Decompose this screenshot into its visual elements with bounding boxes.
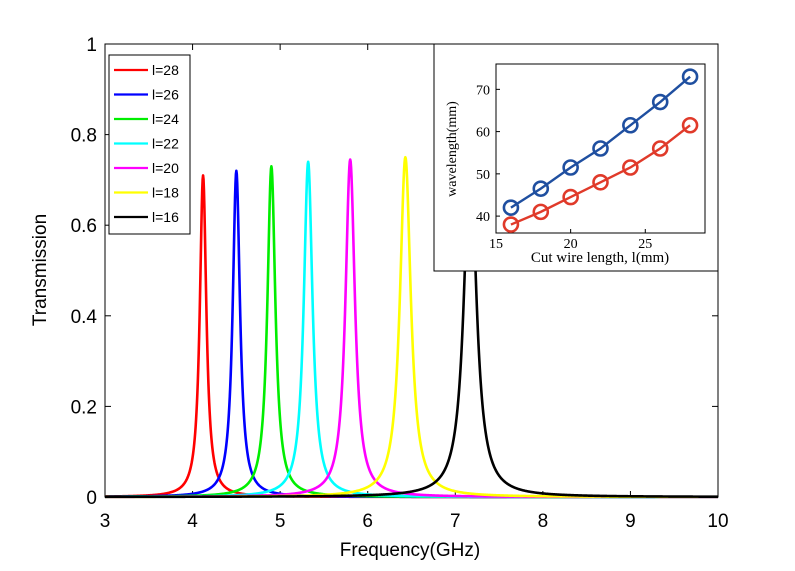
y-tick-label: 0.8 bbox=[71, 126, 97, 147]
legend-label: l=16 bbox=[152, 209, 179, 225]
x-tick-label: 8 bbox=[538, 511, 549, 532]
inset-x-tick-label: 20 bbox=[564, 237, 578, 252]
inset-marker-upper bbox=[592, 140, 609, 157]
inset-marker-upper bbox=[651, 93, 669, 111]
inset-x-axis-label: Cut wire length, l(mm) bbox=[531, 250, 669, 266]
legend: l=28 l=26 l=24 l=22 l=20 l=18 l=16 bbox=[108, 54, 191, 235]
series-line-l=16 bbox=[104, 151, 719, 499]
legend-label: l=26 bbox=[152, 87, 179, 103]
x-tick-label: 7 bbox=[450, 511, 461, 532]
inset-marker-upper bbox=[502, 199, 520, 216]
inset-x-tick-label: 15 bbox=[489, 237, 503, 252]
inset-y-tick-label: 60 bbox=[476, 126, 490, 141]
x-tick-label: 9 bbox=[625, 511, 636, 532]
legend-label: l=24 bbox=[152, 111, 179, 127]
legend-label: l=18 bbox=[152, 185, 179, 201]
inset-y-tick-label: 40 bbox=[476, 210, 490, 225]
inset-line-upper bbox=[510, 75, 691, 209]
transmission-curves bbox=[104, 151, 719, 499]
y-tick-label: 0.4 bbox=[71, 307, 98, 328]
inset-marker-lower bbox=[532, 203, 550, 221]
inset-marker-lower bbox=[651, 140, 669, 157]
x-axis-label: Frequency(GHz) bbox=[340, 540, 480, 561]
inset-marker-lower bbox=[681, 116, 699, 134]
inset-marker-upper bbox=[622, 116, 639, 134]
inset-y-tick-label: 50 bbox=[476, 168, 490, 183]
y-axis-label: Transmission bbox=[30, 214, 51, 326]
y-tick-label: 0 bbox=[86, 488, 97, 509]
inset-marker-upper bbox=[681, 68, 699, 85]
legend-label: l=28 bbox=[152, 62, 179, 78]
main-ticks: 3 4 5 6 7 8 9 10 0 0.2 0.4 0.6 0.8 1 bbox=[71, 35, 729, 532]
x-tick-label: 3 bbox=[100, 511, 111, 532]
inset-marker-lower bbox=[592, 174, 609, 191]
y-tick-label: 1 bbox=[86, 35, 97, 56]
inset-series bbox=[502, 68, 699, 233]
x-tick-label: 6 bbox=[362, 511, 373, 532]
x-tick-label: 10 bbox=[707, 511, 728, 532]
inset-marker-lower bbox=[562, 188, 579, 206]
inset-marker-upper bbox=[532, 180, 550, 197]
legend-label: l=22 bbox=[152, 136, 179, 152]
inset-y-axis-label: wavelength(mm) bbox=[445, 101, 460, 197]
y-tick-label: 0.2 bbox=[71, 397, 97, 418]
inset-marker-upper bbox=[562, 159, 579, 176]
inset-marker-lower bbox=[502, 216, 520, 233]
inset-x-tick-label: 25 bbox=[638, 237, 652, 252]
inset-chart: 15 20 25 40 50 60 70 Cut wire length, l(mm) wa… bbox=[433, 43, 719, 272]
y-tick-label: 0.6 bbox=[71, 216, 97, 237]
inset-ticks: 15 20 25 40 50 60 70 bbox=[476, 83, 652, 252]
inset-marker-lower bbox=[622, 159, 639, 176]
x-tick-label: 5 bbox=[275, 511, 286, 532]
x-tick-label: 4 bbox=[187, 511, 198, 532]
inset-line-lower bbox=[510, 124, 691, 226]
legend-label: l=20 bbox=[152, 160, 179, 176]
inset-y-tick-label: 70 bbox=[476, 83, 490, 98]
